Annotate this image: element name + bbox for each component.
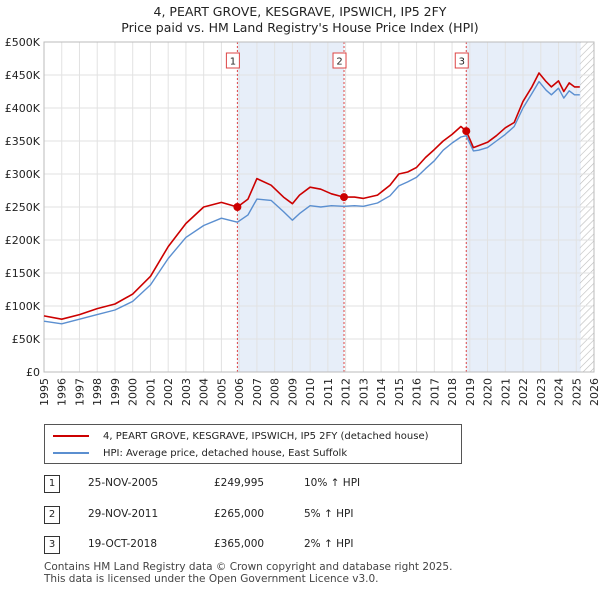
marker-box-1 xyxy=(225,52,240,69)
x-tick-label: 1996 xyxy=(56,378,69,406)
y-tick-label: £150K xyxy=(5,267,41,280)
sale-point-2 xyxy=(340,193,349,202)
footer-licence: This data is licensed under the Open Gov… xyxy=(44,573,379,585)
x-tick-label: 2026 xyxy=(588,378,600,406)
transaction-price: £365,000 xyxy=(214,538,265,550)
x-tick-label: 2024 xyxy=(553,378,566,406)
legend-item-hpi: HPI: Average price, detached house, East… xyxy=(53,445,347,461)
marker-label-3: 3 xyxy=(459,57,465,68)
y-tick-label: £200K xyxy=(5,234,41,247)
sale-point-1 xyxy=(233,203,242,212)
marker-box-3 xyxy=(454,52,469,69)
x-tick-label: 2020 xyxy=(482,378,495,406)
y-tick-label: £500K xyxy=(5,36,41,49)
x-tick-label: 2025 xyxy=(570,378,583,406)
x-tick-label: 2007 xyxy=(251,378,264,406)
footer-copyright: Contains HM Land Registry data © Crown c… xyxy=(44,561,453,573)
y-tick-label: £100K xyxy=(5,300,41,313)
x-tick-label: 2006 xyxy=(233,378,246,406)
legend-item-property: 4, PEART GROVE, KESGRAVE, IPSWICH, IP5 2… xyxy=(53,428,429,444)
series-line-hpi xyxy=(43,80,580,325)
x-tick-label: 2008 xyxy=(269,378,282,406)
x-tick-label: 2014 xyxy=(375,378,388,406)
x-tick-label: 2023 xyxy=(535,378,548,406)
x-tick-label: 2013 xyxy=(357,378,370,406)
x-tick-label: 2011 xyxy=(322,378,335,406)
x-tick-label: 1999 xyxy=(109,378,122,406)
transaction-price: £249,995 xyxy=(214,477,265,489)
x-tick-label: 2009 xyxy=(286,378,299,406)
legend-swatch-property xyxy=(53,435,89,437)
price-chart: £0 £50K £100K £150K £200K £250K £300K £350K £400… xyxy=(5,36,600,406)
x-tick-label: 2022 xyxy=(517,378,530,406)
marker-box-2 xyxy=(332,52,347,69)
transaction-number: 2 xyxy=(44,506,60,524)
x-tick-label: 2004 xyxy=(198,378,211,406)
y-tick-label: £350K xyxy=(5,135,41,148)
x-tick-label: 2000 xyxy=(127,378,140,406)
x-tick-label: 2017 xyxy=(428,378,441,406)
legend: 4, PEART GROVE, KESGRAVE, IPSWICH, IP5 2… xyxy=(44,424,462,464)
transaction-number: 3 xyxy=(44,536,60,554)
legend-label-property: 4, PEART GROVE, KESGRAVE, IPSWICH, IP5 2… xyxy=(103,430,429,442)
y-tick-label: £50K xyxy=(12,333,41,346)
transaction-date: 29-NOV-2011 xyxy=(88,508,159,520)
x-tick-label: 2002 xyxy=(162,378,175,406)
transaction-hpi: 10% ↑ HPI xyxy=(304,477,361,489)
transaction-hpi: 5% ↑ HPI xyxy=(304,508,354,520)
x-tick-label: 1997 xyxy=(73,378,86,406)
x-tick-label: 2001 xyxy=(144,378,157,406)
series-line-property xyxy=(43,72,580,321)
marker-label-1: 1 xyxy=(230,57,236,68)
x-tick-label: 2005 xyxy=(215,378,228,406)
y-tick-label: £250K xyxy=(5,201,41,214)
y-tick-label: £0 xyxy=(26,366,40,379)
x-tick-label: 2012 xyxy=(340,378,353,406)
transaction-date: 19-OCT-2018 xyxy=(88,538,157,550)
x-tick-label: 2003 xyxy=(180,378,193,406)
transaction-hpi: 2% ↑ HPI xyxy=(304,538,354,550)
plot-frame xyxy=(43,41,595,373)
x-tick-label: 1998 xyxy=(91,378,104,406)
sale-point-3 xyxy=(462,127,471,136)
x-tick-label: 2016 xyxy=(411,378,424,406)
chart-title: 4, PEART GROVE, KESGRAVE, IPSWICH, IP5 2… xyxy=(153,4,447,19)
chart-subtitle: Price paid vs. HM Land Registry's House … xyxy=(121,20,479,35)
transaction-number: 1 xyxy=(44,475,60,493)
x-tick-label: 2019 xyxy=(464,378,477,406)
x-tick-label: 2015 xyxy=(393,378,406,406)
legend-label-hpi: HPI: Average price, detached house, East… xyxy=(103,447,348,459)
x-tick-label: 2021 xyxy=(499,378,512,406)
x-tick-label: 1995 xyxy=(38,378,51,406)
legend-swatch-hpi xyxy=(53,452,89,454)
y-tick-label: £400K xyxy=(5,102,41,115)
transaction-price: £265,000 xyxy=(214,508,265,520)
y-tick-label: £300K xyxy=(5,168,41,181)
y-tick-label: £450K xyxy=(5,69,41,82)
marker-label-2: 2 xyxy=(336,57,342,68)
x-tick-label: 2018 xyxy=(446,378,459,406)
x-tick-label: 2010 xyxy=(304,378,317,406)
transaction-date: 25-NOV-2005 xyxy=(88,477,159,489)
